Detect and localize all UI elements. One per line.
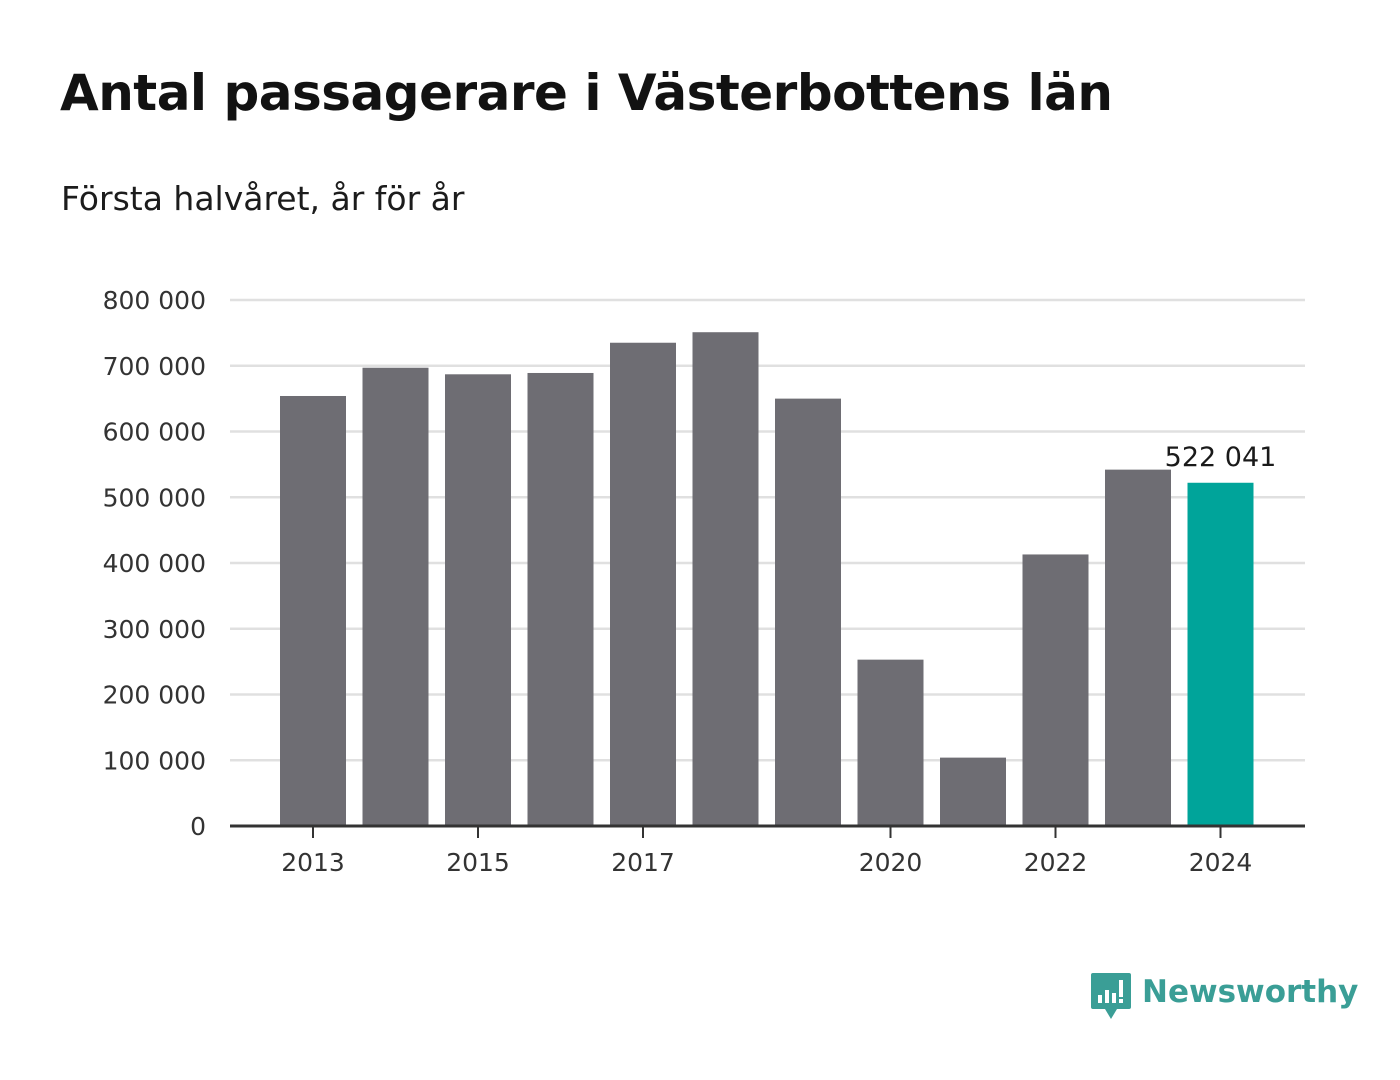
bar [1105, 469, 1171, 826]
bar [1022, 554, 1089, 826]
chart-subtitle: Första halvåret, år för år [61, 179, 465, 218]
y-tick-label: 100 000 [103, 746, 206, 775]
bar [362, 367, 429, 826]
x-tick-label: 2022 [1024, 848, 1088, 877]
y-tick-label: 700 000 [103, 352, 206, 381]
y-tick-label: 300 000 [103, 615, 206, 644]
chart-title: Antal passagerare i Västerbottens län [60, 64, 1113, 122]
x-tick-label: 2024 [1189, 848, 1253, 877]
annotations: 522 041 [1165, 442, 1277, 473]
y-tick-label: 800 000 [103, 286, 206, 315]
y-tick-label: 500 000 [103, 483, 206, 512]
brand-mark: Newsworthy [1090, 970, 1358, 1022]
bar [857, 659, 924, 826]
bar [1187, 482, 1254, 826]
y-tick-label: 600 000 [103, 418, 206, 447]
bar [610, 342, 676, 826]
data-label: 522 041 [1165, 442, 1277, 473]
bar [527, 372, 594, 826]
x-axis-ticks: 2013 2015 2017 2020 2022 2024 [281, 826, 1252, 877]
y-tick-label: 200 000 [103, 681, 206, 710]
bar [280, 395, 346, 826]
x-tick-label: 2015 [446, 848, 510, 877]
brand-name: Newsworthy [1142, 974, 1359, 1010]
bar [775, 398, 841, 826]
y-axis-ticks: 0 100 000 200 000 300 000 400 000 500 000 600 … [103, 286, 206, 841]
bar [445, 374, 511, 826]
x-tick-label: 2020 [859, 848, 923, 877]
x-tick-label: 2013 [281, 848, 345, 877]
x-tick-label: 2017 [611, 848, 675, 877]
y-tick-label: 0 [190, 812, 206, 841]
bar [940, 757, 1006, 826]
y-tick-label: 400 000 [103, 549, 206, 578]
bar [692, 332, 759, 826]
newsworthy-chart-bubble-icon [1091, 973, 1131, 1019]
bars [280, 332, 1254, 826]
